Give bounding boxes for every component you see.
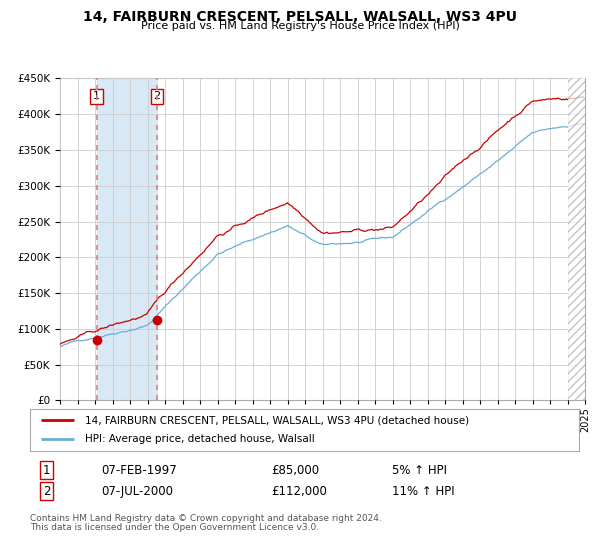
Text: £85,000: £85,000 [272,464,320,477]
Bar [97,78,157,400]
Text: 11% ↑ HPI: 11% ↑ HPI [392,485,455,498]
Text: This data is licensed under the Open Government Licence v3.0.: This data is licensed under the Open Gov… [30,523,319,532]
Bar [568,78,585,400]
Text: £112,000: £112,000 [272,485,328,498]
Text: Contains HM Land Registry data © Crown copyright and database right 2024.: Contains HM Land Registry data © Crown c… [30,514,382,523]
Text: 2: 2 [154,91,161,101]
Text: 2: 2 [43,485,50,498]
Text: 1: 1 [43,464,50,477]
Text: 14, FAIRBURN CRESCENT, PELSALL, WALSALL, WS3 4PU: 14, FAIRBURN CRESCENT, PELSALL, WALSALL,… [83,10,517,24]
Text: HPI: Average price, detached house, Walsall: HPI: Average price, detached house, Wals… [85,435,314,445]
Text: 5% ↑ HPI: 5% ↑ HPI [392,464,448,477]
Text: 07-FEB-1997: 07-FEB-1997 [101,464,177,477]
Text: Price paid vs. HM Land Registry's House Price Index (HPI): Price paid vs. HM Land Registry's House … [140,21,460,31]
Text: 14, FAIRBURN CRESCENT, PELSALL, WALSALL, WS3 4PU (detached house): 14, FAIRBURN CRESCENT, PELSALL, WALSALL,… [85,415,469,425]
Text: 1: 1 [93,91,100,101]
Text: 07-JUL-2000: 07-JUL-2000 [101,485,173,498]
